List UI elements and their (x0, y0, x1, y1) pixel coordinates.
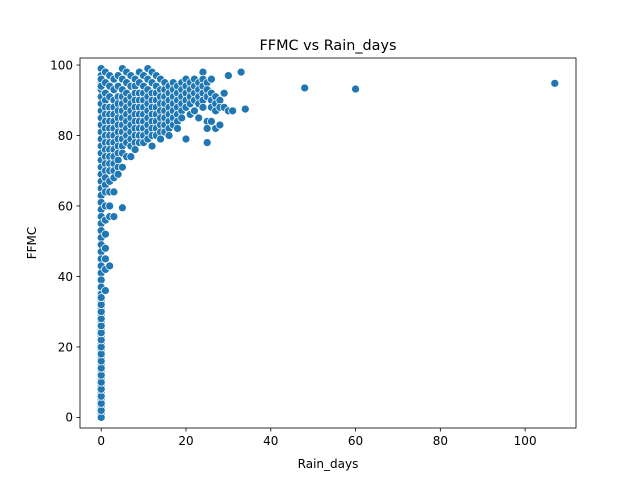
data-point (240, 104, 250, 114)
data-point (190, 106, 199, 116)
data-point (173, 124, 182, 133)
data-point (147, 141, 157, 151)
data-point (550, 78, 560, 88)
data-point (130, 145, 140, 154)
data-point (109, 212, 119, 221)
data-point (101, 243, 110, 253)
data-point (113, 169, 123, 179)
x-axis-label: Rain_days (298, 457, 359, 471)
x-tick-label: 60 (348, 434, 363, 448)
x-tick-label: 100 (514, 434, 537, 448)
y-tick-label: 20 (58, 340, 73, 354)
data-point (105, 201, 115, 211)
data-point (101, 286, 110, 295)
data-point (164, 131, 174, 140)
data-points (96, 64, 560, 422)
data-point (219, 88, 229, 98)
data-point (96, 293, 106, 302)
x-tick-label: 0 (97, 434, 105, 448)
y-tick-label: 100 (50, 58, 73, 72)
data-point (118, 162, 127, 172)
data-point (207, 117, 216, 126)
data-point (236, 67, 246, 77)
y-tick-label: 80 (58, 129, 73, 143)
y-tick-label: 60 (58, 199, 73, 213)
data-point (101, 229, 110, 239)
x-tick-label: 20 (178, 434, 193, 448)
data-point (202, 138, 212, 147)
data-point (351, 84, 360, 94)
x-tick-label: 80 (433, 434, 448, 448)
y-tick-label: 40 (58, 270, 73, 284)
data-point (224, 71, 233, 80)
data-point (109, 187, 119, 197)
data-point (181, 134, 191, 144)
y-axis-label: FFMC (25, 227, 39, 260)
chart-title: FFMC vs Rain_days (260, 38, 397, 54)
plot-frame (79, 57, 577, 429)
data-point (177, 113, 187, 123)
data-point (118, 203, 127, 213)
data-point (215, 120, 225, 130)
data-point (156, 134, 165, 144)
y-tick-label: 0 (65, 411, 73, 425)
data-point (105, 261, 115, 271)
data-point (194, 113, 204, 123)
data-point (198, 102, 208, 112)
data-point (228, 106, 237, 116)
data-point (207, 74, 216, 84)
data-point (300, 83, 310, 93)
data-point (126, 152, 136, 162)
x-tick-label: 40 (263, 434, 278, 448)
data-point (202, 124, 212, 133)
y-axis: 0 20 40 60 80 100 (50, 58, 80, 425)
data-point (101, 254, 110, 264)
x-axis: 0 20 40 60 80 100 (97, 428, 537, 448)
